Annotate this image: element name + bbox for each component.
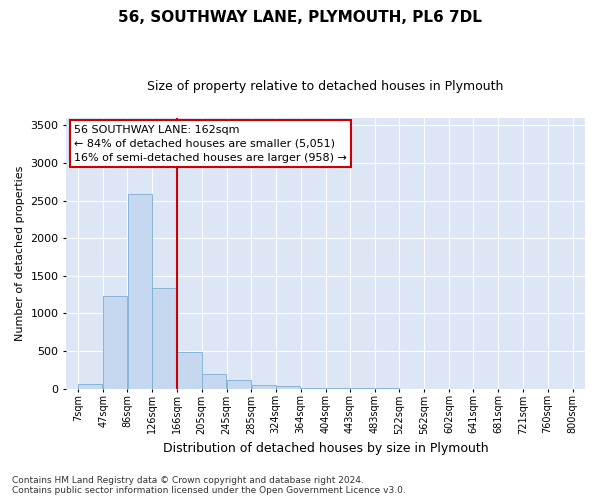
X-axis label: Distribution of detached houses by size in Plymouth: Distribution of detached houses by size … xyxy=(163,442,488,455)
Bar xyxy=(78,384,103,388)
Text: Contains HM Land Registry data © Crown copyright and database right 2024.
Contai: Contains HM Land Registry data © Crown c… xyxy=(12,476,406,495)
Bar xyxy=(128,194,152,388)
Title: Size of property relative to detached houses in Plymouth: Size of property relative to detached ho… xyxy=(148,80,504,93)
Bar xyxy=(103,296,127,388)
Bar xyxy=(251,385,275,388)
Bar xyxy=(152,288,176,388)
Text: 56 SOUTHWAY LANE: 162sqm
← 84% of detached houses are smaller (5,051)
16% of sem: 56 SOUTHWAY LANE: 162sqm ← 84% of detach… xyxy=(74,124,347,162)
Bar xyxy=(178,352,202,389)
Bar xyxy=(202,374,226,388)
Bar xyxy=(227,380,251,388)
Bar xyxy=(276,386,300,388)
Y-axis label: Number of detached properties: Number of detached properties xyxy=(15,166,25,341)
Text: 56, SOUTHWAY LANE, PLYMOUTH, PL6 7DL: 56, SOUTHWAY LANE, PLYMOUTH, PL6 7DL xyxy=(118,10,482,25)
